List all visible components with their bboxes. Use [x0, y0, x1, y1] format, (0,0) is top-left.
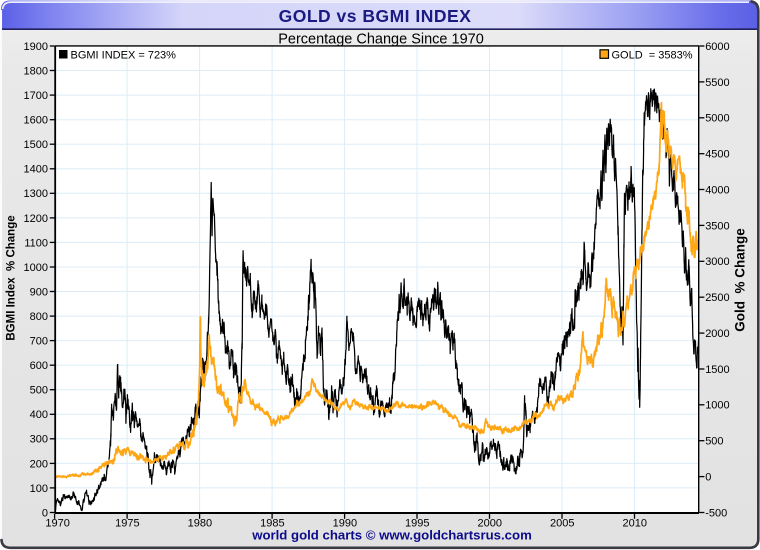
svg-text:2010: 2010: [623, 517, 647, 529]
svg-text:1400: 1400: [24, 164, 48, 176]
svg-text:1500: 1500: [705, 364, 729, 376]
svg-text:500: 500: [30, 385, 48, 397]
svg-text:GOLD vs BGMI INDEX: GOLD vs BGMI INDEX: [279, 6, 472, 26]
svg-text:0: 0: [705, 472, 711, 484]
svg-text:600: 600: [30, 360, 48, 372]
svg-text:1700: 1700: [24, 90, 48, 102]
svg-text:1500: 1500: [24, 139, 48, 151]
svg-text:1995: 1995: [405, 517, 429, 529]
svg-text:BGMI INDEX = 723%: BGMI INDEX = 723%: [71, 50, 177, 62]
svg-text:1990: 1990: [333, 517, 357, 529]
svg-text:GOLD = 3583%: GOLD = 3583%: [612, 50, 693, 62]
svg-text:BGMI Index % Change: BGMI Index % Change: [6, 215, 18, 340]
svg-text:0: 0: [42, 507, 48, 519]
svg-text:2005: 2005: [550, 517, 574, 529]
svg-text:1600: 1600: [24, 115, 48, 127]
svg-text:1985: 1985: [260, 517, 284, 529]
svg-text:100: 100: [30, 483, 48, 495]
svg-text:1980: 1980: [188, 517, 212, 529]
svg-text:2000: 2000: [705, 328, 729, 340]
svg-text:1000: 1000: [24, 262, 48, 274]
svg-text:1000: 1000: [705, 400, 729, 412]
svg-text:400: 400: [30, 409, 48, 421]
svg-text:1300: 1300: [24, 188, 48, 200]
svg-text:2500: 2500: [705, 292, 729, 304]
svg-text:900: 900: [30, 286, 48, 298]
svg-text:world gold charts © www.goldch: world gold charts © www.goldchartsrus.co…: [251, 528, 532, 543]
svg-text:6000: 6000: [705, 41, 729, 53]
svg-text:300: 300: [30, 434, 48, 446]
svg-text:700: 700: [30, 336, 48, 348]
svg-text:200: 200: [30, 458, 48, 470]
svg-text:800: 800: [30, 311, 48, 323]
svg-text:1800: 1800: [24, 65, 48, 77]
svg-text:Gold % Change: Gold % Change: [733, 228, 748, 332]
svg-text:500: 500: [705, 436, 723, 448]
svg-text:3000: 3000: [705, 256, 729, 268]
svg-text:2000: 2000: [478, 517, 502, 529]
svg-text:5000: 5000: [705, 113, 729, 125]
svg-text:1975: 1975: [115, 517, 139, 529]
svg-text:4000: 4000: [705, 184, 729, 196]
svg-text:4500: 4500: [705, 149, 729, 161]
svg-text:5500: 5500: [705, 77, 729, 89]
svg-text:1970: 1970: [45, 517, 69, 529]
svg-text:1200: 1200: [24, 213, 48, 225]
svg-text:1100: 1100: [24, 237, 48, 249]
svg-text:3500: 3500: [705, 220, 729, 232]
svg-text:1900: 1900: [24, 41, 48, 53]
svg-text:Percentage Change Since 1970: Percentage Change Since 1970: [278, 32, 484, 48]
svg-text:-500: -500: [705, 507, 727, 519]
